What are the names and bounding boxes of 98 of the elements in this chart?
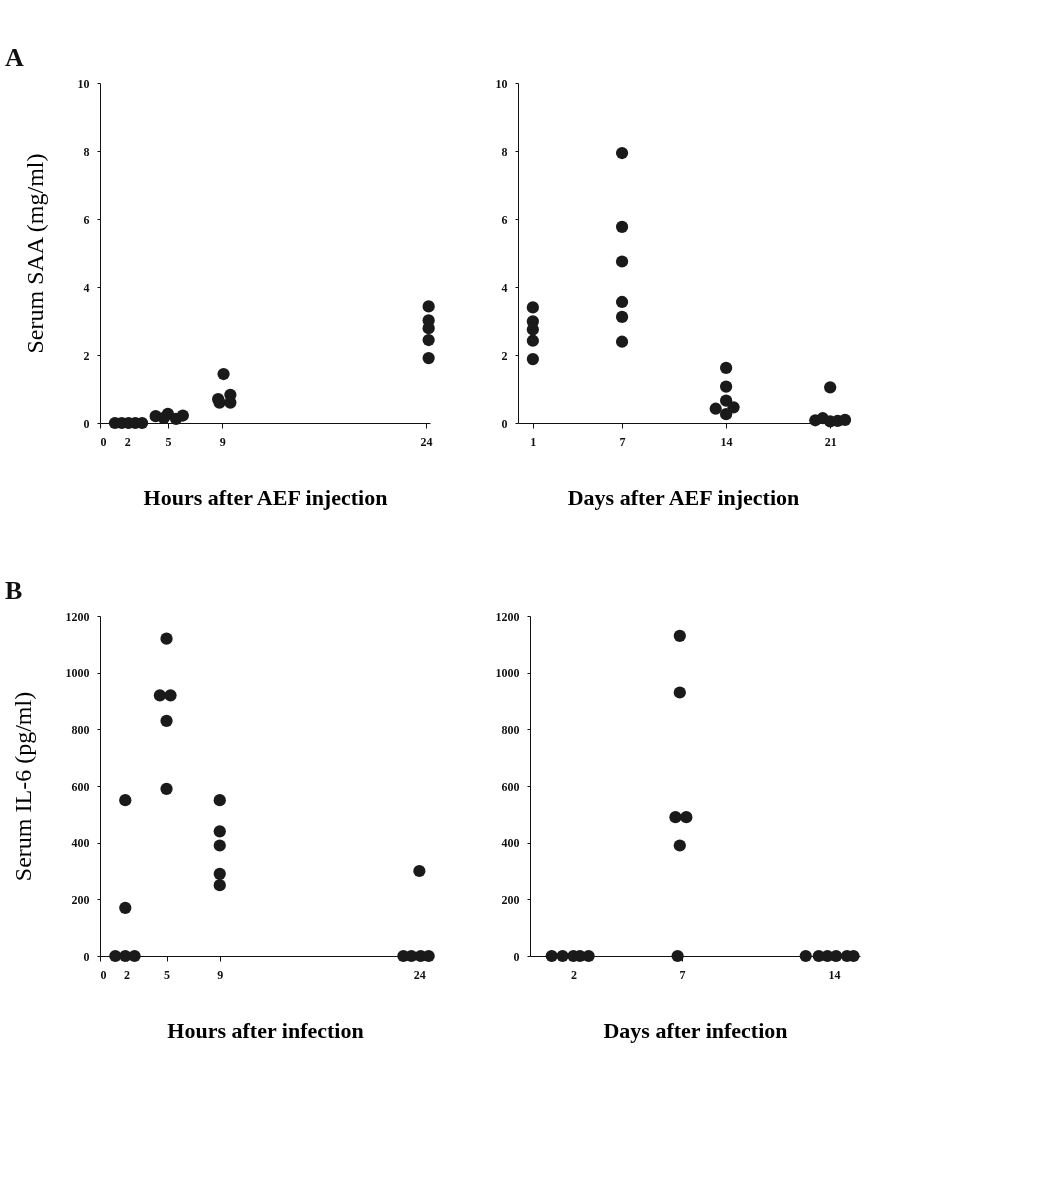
point — [119, 901, 132, 914]
y-tick-label: 0 — [83, 949, 90, 964]
point — [680, 811, 693, 824]
point — [160, 782, 173, 795]
y-tick-label: 4 — [83, 280, 90, 295]
point — [213, 839, 226, 852]
point — [615, 220, 629, 233]
point — [673, 629, 686, 642]
point — [213, 794, 226, 807]
y-tick-label: 4 — [501, 280, 508, 295]
x-axis-title: Hours after AEF injection — [143, 484, 388, 510]
point — [160, 714, 173, 727]
point — [128, 949, 141, 963]
point — [673, 839, 686, 852]
point — [526, 334, 539, 347]
y-tick-label: 1200 — [65, 609, 90, 624]
y-tick-label: 1000 — [495, 666, 520, 681]
x-tick-label: 9 — [219, 434, 226, 449]
point — [526, 352, 539, 366]
x-axis-title: Hours after infection — [167, 1017, 364, 1043]
y-tick-label: 8 — [501, 144, 508, 159]
y-tick-label: 200 — [71, 892, 90, 907]
point — [556, 949, 569, 963]
y-tick-label: 200 — [501, 892, 520, 907]
y-tick-label: 400 — [71, 836, 90, 851]
y-tick-label: 6 — [501, 212, 508, 227]
y-tick-label: 6 — [83, 212, 90, 227]
point — [213, 825, 226, 838]
point — [119, 794, 132, 807]
point — [526, 301, 539, 314]
x-tick-label: 5 — [164, 967, 171, 982]
point — [422, 300, 435, 313]
y-tick-label: 0 — [513, 949, 520, 964]
point — [719, 394, 733, 407]
x-tick-label: 21 — [824, 434, 837, 449]
x-tick-label: 9 — [217, 967, 224, 982]
y-tick-label: 0 — [501, 416, 508, 431]
point — [799, 949, 812, 963]
x-tick-label: 7 — [679, 967, 686, 982]
x-tick-label: 0 — [100, 434, 107, 449]
y-tick-label: 800 — [71, 722, 90, 737]
x-tick-label: 5 — [165, 434, 172, 449]
y-tick-label: 10 — [495, 76, 508, 91]
point — [164, 689, 177, 702]
point — [671, 949, 684, 963]
y-tick-label: 600 — [71, 779, 90, 794]
point — [160, 632, 173, 645]
x-tick-label: 24 — [413, 967, 426, 982]
text: A — [5, 43, 24, 72]
x-tick-label: 2 — [124, 434, 131, 449]
x-tick-label: 1 — [530, 434, 537, 449]
x-axis-title: Days after AEF injection — [567, 484, 800, 510]
point — [719, 380, 733, 393]
x-tick-label: 24 — [420, 434, 433, 449]
x-tick-label: 0 — [100, 967, 107, 982]
point — [153, 689, 166, 702]
x-tick-label: 2 — [570, 967, 577, 982]
point — [213, 867, 226, 880]
y-tick-label: 2 — [501, 348, 508, 363]
point — [217, 367, 230, 381]
point — [669, 811, 682, 824]
x-tick-label: 14 — [828, 967, 841, 982]
point — [582, 949, 595, 963]
x-axis-title: Days after infection — [603, 1017, 788, 1043]
point — [615, 310, 629, 324]
point — [413, 864, 426, 878]
point — [719, 408, 733, 421]
text: B — [5, 576, 23, 605]
point — [422, 333, 435, 347]
point — [824, 381, 837, 394]
y-axis-title: Serum SAA (mg/ml) — [21, 153, 48, 354]
y-tick-label: 400 — [501, 836, 520, 851]
point — [422, 949, 435, 963]
point — [829, 949, 843, 963]
x-tick-label: 14 — [720, 434, 733, 449]
point — [213, 879, 226, 892]
point — [545, 949, 558, 963]
y-tick-label: 800 — [501, 722, 520, 737]
y-tick-label: 2 — [83, 348, 90, 363]
point — [176, 409, 189, 422]
point — [615, 335, 629, 348]
y-tick-label: 600 — [501, 779, 520, 794]
y-axis-title: Serum IL-6 (pg/ml) — [9, 691, 36, 882]
y-tick-label: 8 — [83, 144, 90, 159]
y-tick-label: 1200 — [495, 609, 520, 624]
point — [838, 413, 852, 427]
point — [615, 255, 629, 268]
x-tick-label: 2 — [124, 967, 131, 982]
point — [422, 351, 435, 365]
point — [615, 146, 629, 160]
point — [615, 295, 629, 309]
point — [719, 361, 733, 375]
point — [673, 686, 686, 699]
y-tick-label: 1000 — [65, 666, 90, 681]
point — [709, 402, 722, 415]
y-tick-label: 0 — [83, 416, 90, 431]
y-tick-label: 10 — [77, 76, 90, 91]
x-tick-label: 7 — [619, 434, 626, 449]
